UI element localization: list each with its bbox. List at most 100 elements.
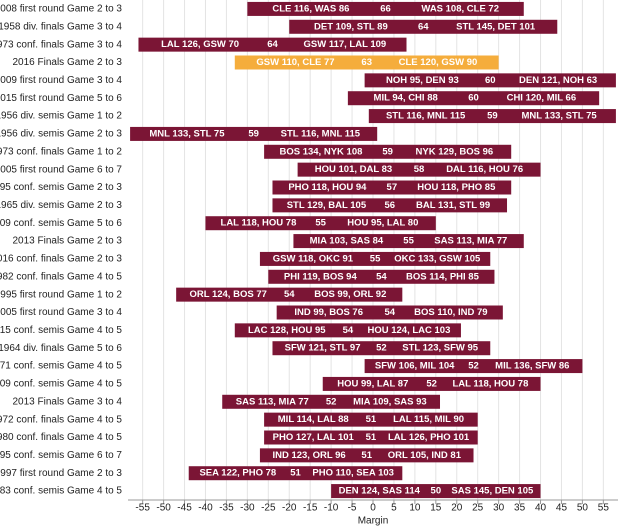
right-label: STL 123, SFW 95 xyxy=(402,343,479,354)
right-label: LAL 126, PHO 101 xyxy=(388,432,470,443)
left-label: PHO 118, HOU 94 xyxy=(288,182,367,193)
x-tick-label: -5 xyxy=(348,503,357,514)
category-label: 2005 first round Game 3 to 4 xyxy=(0,307,122,318)
swing-label: 52 xyxy=(468,361,479,372)
bar xyxy=(272,198,508,213)
left-label: BOS 134, NYK 108 xyxy=(279,146,362,157)
bar xyxy=(364,359,583,374)
bar xyxy=(176,287,403,302)
right-label: DAL 116, HOU 76 xyxy=(446,164,523,175)
right-label: BOS 114, PHI 85 xyxy=(406,271,480,282)
x-tick-label: 35 xyxy=(514,503,526,514)
x-tick-label: 15 xyxy=(430,503,442,514)
left-label: MIL 94, CHI 88 xyxy=(374,93,438,104)
left-label: MIA 103, SAS 84 xyxy=(310,236,384,247)
swing-label: 51 xyxy=(366,414,377,425)
right-label: MIA 109, SAS 93 xyxy=(353,396,427,407)
category-label: 1995 conf. semis Game 6 to 7 xyxy=(0,450,122,461)
swing-label: 56 xyxy=(384,200,395,211)
left-label: HOU 99, LAL 87 xyxy=(337,378,408,389)
right-label: BAL 131, STL 99 xyxy=(416,200,490,211)
x-tick-label: -50 xyxy=(156,503,171,514)
right-label: HOU 95, LAL 80 xyxy=(347,218,418,229)
category-label: 1958 div. finals Game 3 to 4 xyxy=(0,21,122,32)
bar xyxy=(264,430,478,445)
right-label: LAL 115, MIL 90 xyxy=(393,414,464,425)
swing-label: 58 xyxy=(414,164,425,175)
swing-label: 54 xyxy=(384,307,395,318)
category-label: 2015 conf. semis Game 4 to 5 xyxy=(0,325,122,336)
right-label: MIL 136, SFW 86 xyxy=(495,361,569,372)
category-label: 2009 conf. semis Game 4 to 5 xyxy=(0,379,122,390)
right-label: CHI 120, MIL 66 xyxy=(507,93,577,104)
bar xyxy=(138,37,407,52)
left-label: MIL 114, LAL 88 xyxy=(278,414,349,425)
left-label: LAL 126, GSW 70 xyxy=(161,39,239,50)
left-label: IND 123, ORL 96 xyxy=(272,450,345,461)
swing-label: 63 xyxy=(361,57,372,68)
x-tick-label: -45 xyxy=(177,503,192,514)
bar xyxy=(272,180,512,195)
x-tick-label: 10 xyxy=(409,503,421,514)
right-label: GSW 117, LAL 109 xyxy=(303,39,386,50)
left-label: HOU 101, DAL 83 xyxy=(315,164,392,175)
swing-label: 59 xyxy=(248,128,259,139)
swing-label: 59 xyxy=(487,111,498,122)
bar xyxy=(289,19,558,34)
right-label: OKC 133, GSW 105 xyxy=(394,253,481,264)
right-label: PHO 110, SEA 103 xyxy=(312,468,394,479)
left-label: DET 109, STL 89 xyxy=(314,21,388,32)
swing-label: 51 xyxy=(290,468,301,479)
right-label: HOU 118, PHO 85 xyxy=(417,182,496,193)
right-label: NYK 129, BOS 96 xyxy=(416,146,494,157)
x-tick-label: -15 xyxy=(303,503,318,514)
category-label: 1997 first round Game 2 to 3 xyxy=(0,468,122,479)
left-label: SFW 121, STL 97 xyxy=(285,343,361,354)
category-label: 1956 div. semis Game 1 to 2 xyxy=(0,111,122,122)
bar xyxy=(331,484,541,499)
right-label: LAL 118, HOU 78 xyxy=(453,378,529,389)
left-label: ORL 124, BOS 77 xyxy=(189,289,266,300)
right-label: BOS 99, ORL 92 xyxy=(314,289,386,300)
bar xyxy=(322,376,541,391)
bar xyxy=(297,162,541,177)
bar xyxy=(234,55,499,70)
bar xyxy=(268,269,495,284)
right-label: MNL 133, STL 75 xyxy=(521,111,597,122)
left-label: CLE 116, WAS 86 xyxy=(272,3,349,14)
left-label: PHO 127, LAL 101 xyxy=(273,432,355,443)
bar xyxy=(247,1,524,16)
bar xyxy=(222,394,441,409)
left-label: GSW 110, CLE 77 xyxy=(256,57,334,68)
bar xyxy=(364,73,616,88)
x-tick-label: 30 xyxy=(493,503,505,514)
category-label: 2016 conf. finals Game 2 to 3 xyxy=(0,254,122,265)
bar xyxy=(276,305,503,320)
swing-label: 52 xyxy=(426,378,437,389)
swing-label: 51 xyxy=(361,450,372,461)
bar xyxy=(234,323,461,338)
category-label: 1965 div. semis Game 2 to 3 xyxy=(0,200,122,211)
right-label: CLE 120, GSW 90 xyxy=(399,57,478,68)
x-tick-label: -30 xyxy=(240,503,255,514)
category-label: 2009 first round Game 3 to 4 xyxy=(0,75,122,86)
category-label: 1964 div. finals Game 5 to 6 xyxy=(0,343,122,354)
left-label: SEA 122, PHO 78 xyxy=(199,468,276,479)
left-label: NOH 95, DEN 93 xyxy=(386,75,459,86)
right-label: ORL 105, IND 81 xyxy=(388,450,462,461)
x-tick-label: 40 xyxy=(535,503,547,514)
x-tick-label: 45 xyxy=(556,503,568,514)
left-label: IND 99, BOS 76 xyxy=(294,307,363,318)
x-tick-label: -20 xyxy=(282,503,297,514)
category-label: 2016 Finals Game 2 to 3 xyxy=(12,57,122,68)
x-tick-label: -10 xyxy=(324,503,339,514)
category-label: 1995 conf. semis Game 2 to 3 xyxy=(0,182,122,193)
bar xyxy=(272,341,491,356)
x-axis-label: Margin xyxy=(358,516,389,527)
category-label: 1973 conf. finals Game 1 to 2 xyxy=(0,146,122,157)
category-label: 2005 first round Game 6 to 7 xyxy=(0,164,122,175)
left-label: MNL 133, STL 75 xyxy=(149,128,225,139)
category-label: 2013 Finals Game 3 to 4 xyxy=(12,396,122,407)
swing-label: 50 xyxy=(431,486,442,497)
bar xyxy=(259,448,474,463)
